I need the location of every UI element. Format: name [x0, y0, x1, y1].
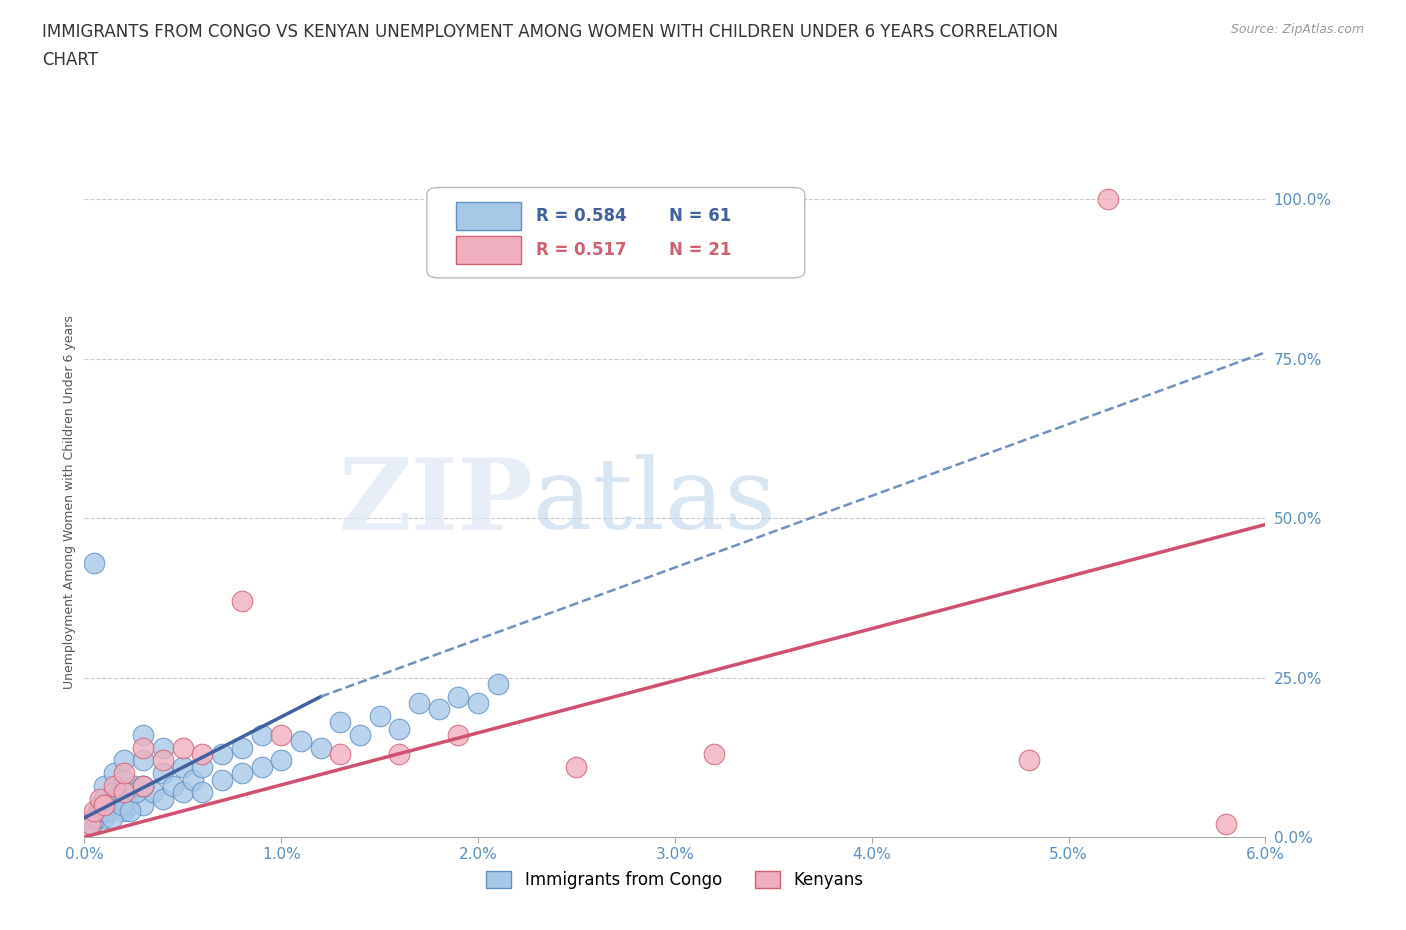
Legend: Immigrants from Congo, Kenyans: Immigrants from Congo, Kenyans [479, 864, 870, 896]
Point [703, 747, 725, 762]
Point [231, 593, 253, 608]
Point [270, 727, 292, 742]
Point [124, 785, 146, 800]
FancyBboxPatch shape [457, 202, 522, 231]
Point [1018, 753, 1040, 768]
Point [94, 798, 117, 813]
Point [191, 785, 214, 800]
Point [388, 721, 411, 736]
Point [1215, 817, 1237, 831]
Point [132, 778, 155, 793]
Point [172, 785, 194, 800]
Point [152, 753, 174, 768]
Point [98, 798, 121, 813]
Point [181, 772, 204, 787]
Point [142, 785, 165, 800]
Point [132, 753, 155, 768]
Point [250, 727, 273, 742]
Point [89, 791, 111, 806]
Text: ZIP: ZIP [339, 454, 533, 551]
Point [112, 785, 135, 800]
Point [93, 810, 115, 825]
Text: R = 0.584: R = 0.584 [536, 207, 626, 225]
Point [112, 785, 135, 800]
Point [103, 765, 125, 780]
Point [329, 715, 352, 730]
Text: N = 61: N = 61 [669, 207, 731, 225]
Point [211, 772, 233, 787]
Point [97, 804, 120, 819]
Point [132, 778, 155, 793]
Point [103, 785, 125, 800]
Text: N = 21: N = 21 [669, 241, 731, 259]
Point [84, 810, 107, 825]
Point [231, 765, 253, 780]
FancyBboxPatch shape [457, 235, 522, 264]
Point [117, 798, 139, 813]
Point [132, 798, 155, 813]
Point [93, 791, 115, 806]
Point [101, 810, 124, 825]
Point [112, 804, 135, 819]
Point [93, 778, 115, 793]
Point [152, 765, 174, 780]
Text: IMMIGRANTS FROM CONGO VS KENYAN UNEMPLOYMENT AMONG WOMEN WITH CHILDREN UNDER 6 Y: IMMIGRANTS FROM CONGO VS KENYAN UNEMPLOY… [42, 23, 1059, 41]
Text: atlas: atlas [533, 454, 776, 551]
Point [112, 753, 135, 768]
Point [91, 804, 114, 819]
Point [388, 747, 411, 762]
Point [152, 791, 174, 806]
Point [162, 778, 184, 793]
Point [132, 727, 155, 742]
Point [211, 747, 233, 762]
Point [122, 778, 145, 793]
Point [447, 727, 470, 742]
Point [83, 810, 105, 825]
Point [368, 709, 391, 724]
Point [1097, 192, 1119, 206]
Text: CHART: CHART [42, 51, 98, 69]
Y-axis label: Unemployment Among Women with Children Under 6 years: Unemployment Among Women with Children U… [63, 315, 76, 689]
Point [132, 740, 155, 755]
Point [290, 734, 312, 749]
FancyBboxPatch shape [427, 188, 804, 278]
Point [467, 696, 489, 711]
Point [83, 804, 105, 819]
Point [83, 555, 105, 570]
Point [104, 791, 127, 806]
Point [447, 689, 470, 704]
Point [87, 804, 110, 819]
Text: Source: ZipAtlas.com: Source: ZipAtlas.com [1230, 23, 1364, 36]
Point [172, 760, 194, 775]
Point [79, 817, 101, 831]
Point [103, 778, 125, 793]
Point [270, 753, 292, 768]
Point [89, 798, 111, 813]
Point [231, 740, 253, 755]
Text: R = 0.517: R = 0.517 [536, 241, 626, 259]
Point [112, 772, 135, 787]
Point [82, 817, 104, 831]
Point [309, 740, 332, 755]
Point [329, 747, 352, 762]
Point [108, 791, 131, 806]
Point [152, 740, 174, 755]
Point [250, 760, 273, 775]
Point [427, 702, 450, 717]
Point [191, 747, 214, 762]
Point [191, 760, 214, 775]
Point [349, 727, 371, 742]
Point [93, 798, 115, 813]
Point [79, 817, 101, 831]
Point [118, 804, 141, 819]
Point [486, 676, 509, 691]
Point [112, 765, 135, 780]
Point [172, 740, 194, 755]
Point [132, 778, 155, 793]
Point [408, 696, 430, 711]
Point [565, 760, 588, 775]
Point [111, 798, 134, 813]
